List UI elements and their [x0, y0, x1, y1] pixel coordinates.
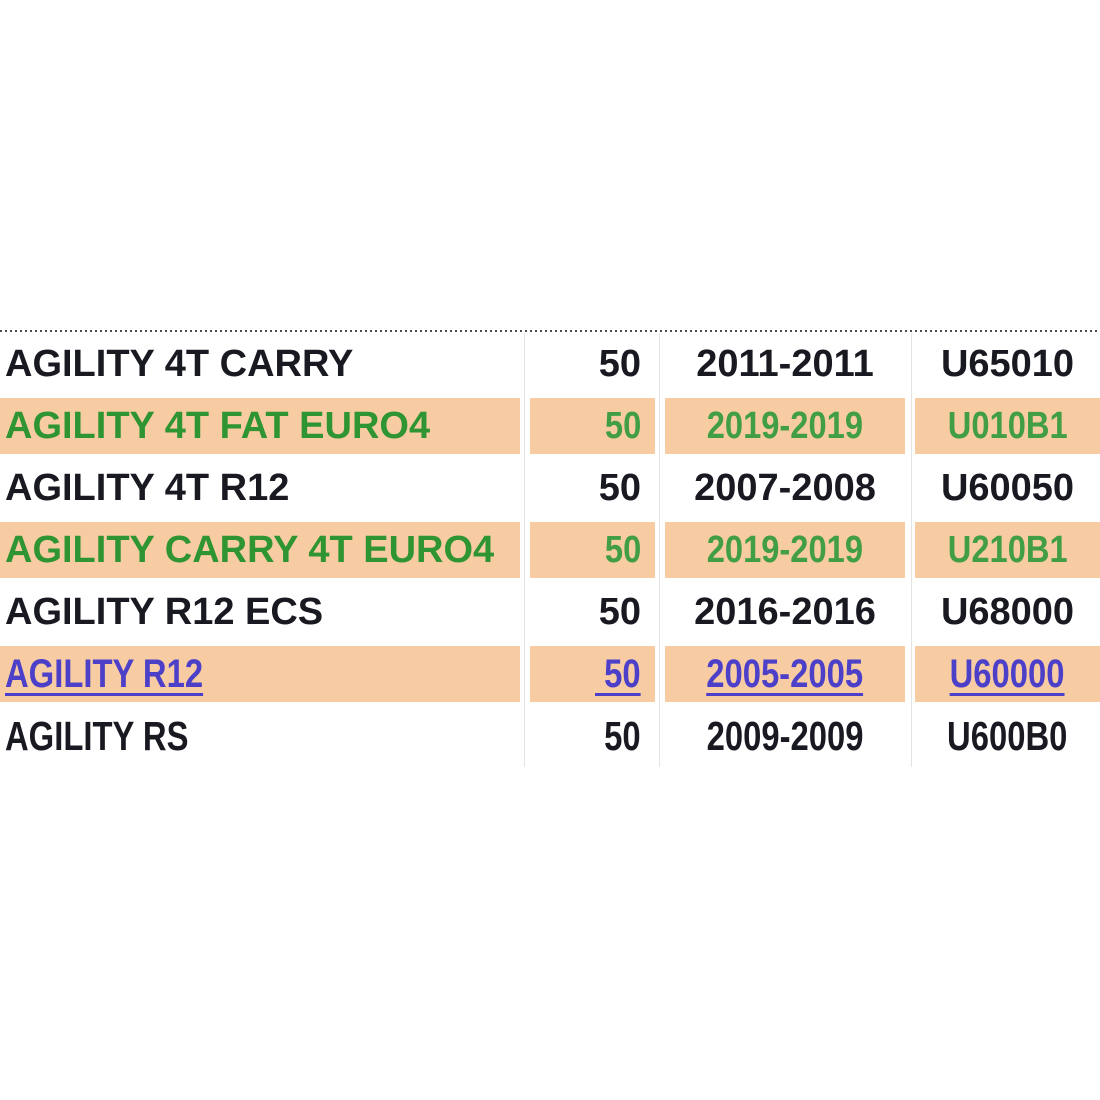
code-value[interactable]: U60000	[950, 652, 1065, 696]
table-row: AGILITY 4T CARRY 50 2011-2011 U65010	[0, 333, 1100, 395]
years-cell: 2007-2008	[665, 457, 905, 519]
displacement-cell: 50	[530, 333, 655, 395]
code-value: U68000	[940, 591, 1075, 633]
code-value: U010B1	[947, 405, 1068, 447]
years-cell: 2019-2019	[665, 395, 905, 457]
dotted-top-border	[0, 330, 1100, 333]
code-cell: U600B0	[915, 705, 1100, 767]
model-name: AGILITY CARRY 4T EURO4	[5, 529, 495, 571]
years-value: 2007-2008	[694, 467, 876, 509]
table-row: AGILITY 4T R12 50 2007-2008 U60050	[0, 457, 1100, 519]
code-value: U60050	[940, 467, 1075, 509]
years-cell[interactable]: 2005-2005	[665, 643, 905, 705]
model-cell: AGILITY 4T FAT EURO4	[0, 395, 520, 457]
years-value: 2016-2016	[694, 591, 876, 633]
displacement-cell: 50	[530, 395, 655, 457]
years-value[interactable]: 2005-2005	[706, 652, 864, 696]
code-cell: U210B1	[915, 519, 1100, 581]
years-value: 2019-2019	[706, 529, 864, 571]
model-cell: AGILITY RS	[0, 705, 520, 767]
model-cell[interactable]: AGILITY R12	[0, 643, 520, 705]
fitment-table: AGILITY 4T CARRY 50 2011-2011 U65010 AGI…	[0, 330, 1100, 767]
displacement-value[interactable]: 50	[595, 652, 641, 696]
model-name: AGILITY 4T FAT EURO4	[5, 405, 431, 447]
displacement-cell[interactable]: 50	[530, 643, 655, 705]
code-cell: U010B1	[915, 395, 1100, 457]
table-row: AGILITY RS 50 2009-2009 U600B0	[0, 705, 1100, 767]
column-gridline	[524, 333, 525, 767]
years-cell: 2011-2011	[665, 333, 905, 395]
model-name: AGILITY R12 ECS	[5, 591, 324, 633]
years-value: 2019-2019	[706, 405, 864, 447]
column-gridline	[911, 333, 912, 767]
displacement-value: 50	[604, 712, 641, 759]
model-cell: AGILITY R12 ECS	[0, 581, 520, 643]
code-cell: U68000	[915, 581, 1100, 643]
model-cell: AGILITY CARRY 4T EURO4	[0, 519, 520, 581]
years-value: 2009-2009	[706, 712, 864, 759]
code-value: U65010	[940, 343, 1075, 385]
displacement-cell: 50	[530, 519, 655, 581]
table-row: AGILITY 4T FAT EURO4 50 2019-2019 U010B1	[0, 395, 1100, 457]
displacement-value: 50	[604, 405, 641, 447]
table-row: AGILITY R12 50 2005-2005 U60000	[0, 643, 1100, 705]
displacement-cell: 50	[530, 457, 655, 519]
code-cell: U60050	[915, 457, 1100, 519]
displacement-value: 50	[598, 591, 641, 633]
table-row: AGILITY R12 ECS 50 2016-2016 U68000	[0, 581, 1100, 643]
model-name: AGILITY 4T CARRY	[5, 343, 354, 385]
displacement-cell: 50	[530, 705, 655, 767]
displacement-value: 50	[598, 467, 641, 509]
displacement-value: 50	[598, 343, 641, 385]
displacement-cell: 50	[530, 581, 655, 643]
column-gridline	[659, 333, 660, 767]
model-name: AGILITY 4T R12	[5, 467, 290, 509]
model-cell: AGILITY 4T CARRY	[0, 333, 520, 395]
code-value: U210B1	[947, 529, 1068, 571]
model-name: AGILITY RS	[5, 712, 189, 759]
code-cell: U65010	[915, 333, 1100, 395]
table-rows: AGILITY 4T CARRY 50 2011-2011 U65010 AGI…	[0, 333, 1100, 767]
model-cell: AGILITY 4T R12	[0, 457, 520, 519]
table-row: AGILITY CARRY 4T EURO4 50 2019-2019 U210…	[0, 519, 1100, 581]
years-value: 2011-2011	[696, 343, 874, 385]
years-cell: 2019-2019	[665, 519, 905, 581]
model-name[interactable]: AGILITY R12	[5, 652, 204, 696]
code-cell[interactable]: U60000	[915, 643, 1100, 705]
displacement-value: 50	[604, 529, 641, 571]
code-value: U600B0	[947, 712, 1068, 759]
years-cell: 2009-2009	[665, 705, 905, 767]
years-cell: 2016-2016	[665, 581, 905, 643]
